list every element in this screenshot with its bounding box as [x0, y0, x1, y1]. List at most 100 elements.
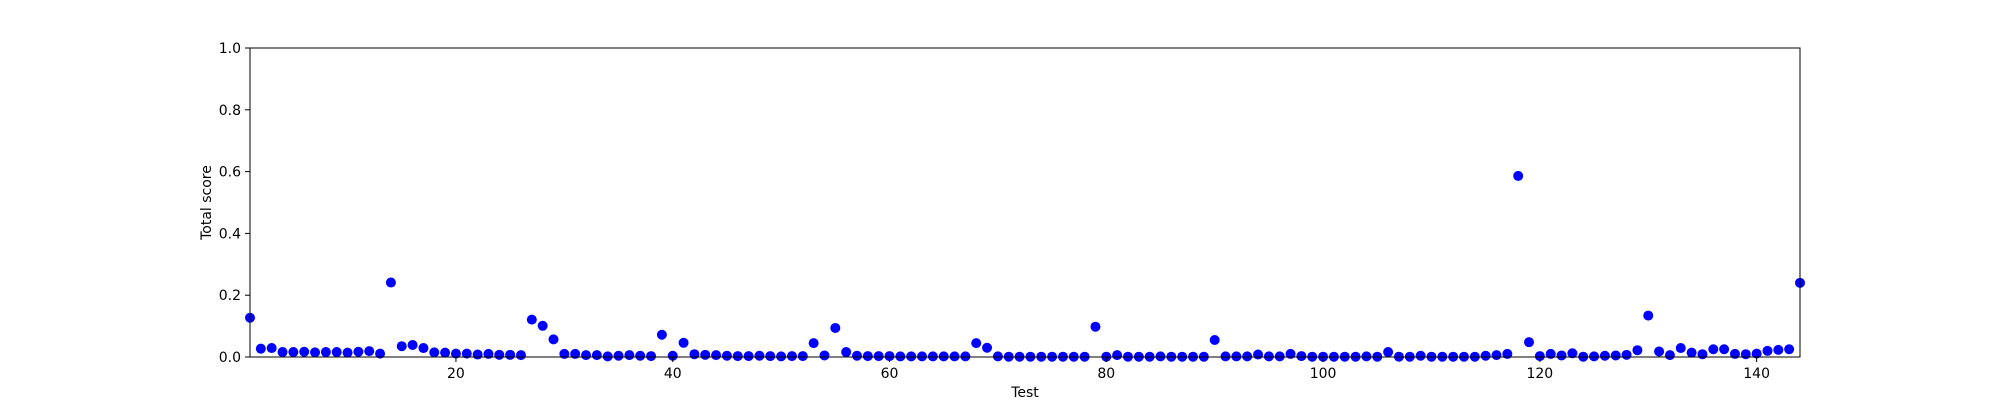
data-point	[646, 351, 657, 362]
data-point	[1719, 344, 1730, 355]
data-point	[938, 351, 949, 362]
data-point	[591, 350, 602, 361]
data-point	[776, 351, 787, 362]
x-tick-label: 140	[1743, 366, 1770, 382]
data-point	[830, 322, 841, 333]
data-point	[1524, 337, 1535, 348]
data-point	[299, 346, 310, 357]
data-point	[396, 341, 407, 352]
data-point	[1231, 351, 1242, 362]
x-tick-label: 40	[664, 366, 682, 382]
data-point	[754, 350, 765, 361]
data-point	[960, 351, 971, 362]
data-point	[548, 334, 559, 345]
data-point	[1664, 350, 1675, 361]
data-point	[1513, 170, 1524, 181]
data-point	[537, 320, 548, 331]
x-tick-label: 60	[881, 366, 899, 382]
y-ticks: 0.0 0.2 0.4 0.6 0.8 1.0	[219, 41, 250, 366]
data-point	[635, 350, 646, 361]
data-point	[1253, 349, 1264, 360]
data-point	[1296, 351, 1307, 362]
data-point	[678, 337, 689, 348]
data-point	[1567, 348, 1578, 359]
y-tick-label: 0.6	[219, 165, 241, 181]
data-point	[1361, 351, 1372, 362]
data-point	[440, 347, 451, 358]
data-point	[331, 347, 342, 358]
data-point	[526, 314, 537, 325]
data-point	[797, 351, 808, 362]
data-point	[982, 342, 993, 353]
data-point	[721, 350, 732, 361]
data-point	[1285, 348, 1296, 359]
data-point	[841, 347, 852, 358]
data-point	[711, 350, 722, 361]
data-point	[851, 350, 862, 361]
data-point	[342, 347, 353, 358]
data-point	[1220, 351, 1231, 362]
data-point	[602, 351, 613, 362]
data-point	[581, 350, 592, 361]
y-tick-label: 1.0	[219, 41, 241, 57]
data-point	[1155, 351, 1166, 362]
data-point	[1589, 351, 1600, 362]
data-point	[700, 349, 711, 360]
data-point	[1686, 347, 1697, 358]
data-point	[353, 346, 364, 357]
data-point	[1480, 350, 1491, 361]
data-point	[559, 348, 570, 359]
data-point	[364, 346, 375, 357]
data-point	[1697, 349, 1708, 360]
data-point	[1675, 343, 1686, 354]
data-point	[1415, 350, 1426, 361]
data-point	[667, 350, 678, 361]
data-point	[1784, 344, 1795, 355]
data-point	[895, 351, 906, 362]
data-point	[505, 349, 516, 360]
y-tick-label: 0.8	[219, 103, 241, 119]
data-point	[1643, 310, 1654, 321]
data-point	[266, 343, 277, 354]
y-tick-label: 0.0	[219, 350, 241, 366]
data-point	[1383, 347, 1394, 358]
x-ticks: 20 40 60 80 100 120 140	[447, 357, 1770, 382]
data-point	[310, 347, 321, 358]
data-point	[949, 351, 960, 362]
data-point	[375, 348, 386, 359]
data-point	[494, 349, 505, 360]
x-tick-label: 120	[1526, 366, 1553, 382]
data-point	[515, 350, 526, 361]
data-point	[732, 351, 743, 362]
data-point	[1545, 348, 1556, 359]
data-point	[689, 349, 700, 360]
data-point	[450, 348, 461, 359]
data-point	[992, 351, 1003, 362]
data-point	[570, 348, 581, 359]
data-point	[1274, 351, 1285, 362]
data-point	[1599, 350, 1610, 361]
data-point	[906, 351, 917, 362]
data-point	[743, 351, 754, 362]
data-point	[1090, 321, 1101, 332]
y-tick-label: 0.2	[219, 288, 241, 304]
data-point	[407, 339, 418, 350]
data-point	[418, 343, 429, 354]
data-point	[483, 348, 494, 359]
data-point	[884, 351, 895, 362]
data-point	[862, 351, 873, 362]
data-point	[1263, 351, 1274, 362]
x-tick-label: 20	[447, 366, 465, 382]
data-point	[1654, 346, 1665, 357]
data-point	[765, 351, 776, 362]
data-point	[1708, 344, 1719, 355]
y-axis-label: Total score	[199, 165, 215, 241]
data-point	[873, 351, 884, 362]
data-point	[1209, 335, 1220, 345]
x-tick-label: 100	[1310, 366, 1337, 382]
data-point	[917, 351, 928, 362]
data-point	[1762, 345, 1773, 356]
data-point	[385, 277, 396, 288]
data-point	[1491, 350, 1502, 361]
